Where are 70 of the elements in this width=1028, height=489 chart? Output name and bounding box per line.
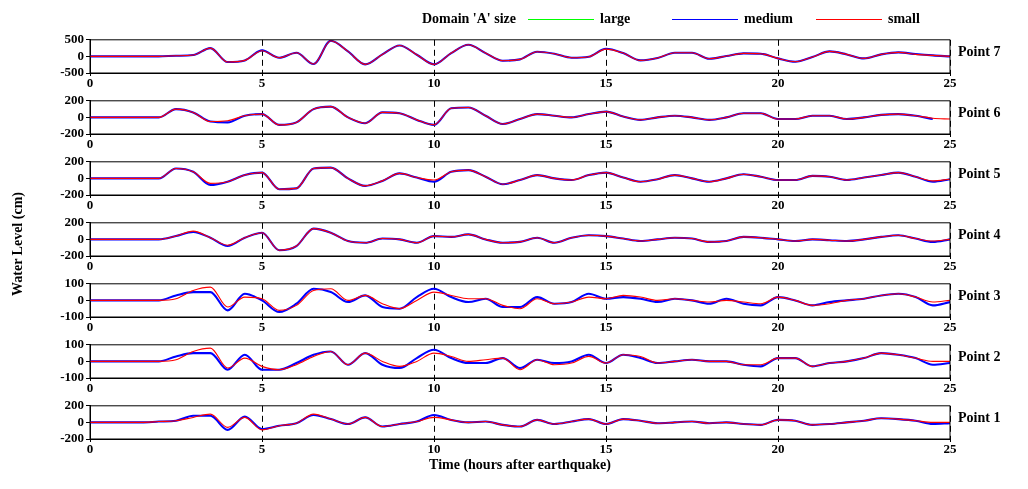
y-tick-label: -200 — [60, 125, 84, 141]
x-tick-label: 5 — [258, 441, 266, 457]
y-tick-label: 200 — [64, 92, 84, 108]
x-tick-label: 20 — [771, 380, 785, 396]
y-tick-label: 200 — [64, 214, 84, 230]
x-tick-label: 25 — [943, 380, 957, 396]
y-tick-label: -200 — [60, 186, 84, 202]
x-tick-label: 10 — [427, 258, 441, 274]
x-tick-label: 20 — [771, 197, 785, 213]
y-tick-label: -200 — [60, 247, 84, 263]
y-tick-label: -100 — [60, 369, 84, 385]
x-tick-label: 25 — [943, 441, 957, 457]
y-tick-label: 100 — [64, 275, 84, 291]
x-tick-label: 5 — [258, 75, 266, 91]
x-tick-label: 10 — [427, 441, 441, 457]
x-tick-label: 25 — [943, 75, 957, 91]
line-series — [90, 413, 950, 431]
text: Point 6 — [958, 104, 1001, 121]
y-axis-title: Water Level (cm) — [10, 191, 26, 296]
y-tick-label: 0 — [77, 413, 84, 429]
text: Point 5 — [958, 165, 1001, 182]
legend-label: medium — [744, 11, 794, 27]
x-tick-label: 10 — [427, 136, 441, 152]
x-tick-label: 5 — [258, 136, 266, 152]
y-tick-label: -200 — [60, 430, 84, 446]
x-tick-label: 5 — [258, 319, 266, 335]
x-tick-label: 15 — [599, 319, 613, 335]
text: Point 3 — [958, 287, 1001, 304]
text: Point 1 — [958, 409, 1001, 426]
x-tick-label: 5 — [258, 197, 266, 213]
y-tick-label: 0 — [77, 169, 84, 185]
y-tick-label: 0 — [77, 108, 84, 124]
x-axis-title: Time (hours after earthquake) — [428, 457, 612, 474]
x-tick-label: 20 — [771, 75, 785, 91]
x-tick-label: 5 — [258, 258, 266, 274]
y-tick-label: 100 — [64, 336, 84, 352]
x-tick-label: 10 — [427, 380, 441, 396]
x-tick-label: 15 — [599, 380, 613, 396]
y-tick-label: 200 — [64, 397, 84, 413]
x-tick-label: 15 — [599, 197, 613, 213]
x-tick-label: 25 — [943, 319, 957, 335]
x-tick-label: 10 — [427, 319, 441, 335]
y-tick-label: 0 — [77, 230, 84, 246]
legend-label: small — [888, 11, 921, 27]
x-tick-label: 20 — [771, 258, 785, 274]
y-tick-label: 0 — [77, 352, 84, 368]
text: Point 4 — [958, 226, 1001, 243]
x-tick-label: 25 — [943, 258, 957, 274]
y-tick-label: 200 — [64, 153, 84, 169]
legend-title: Domain 'A' size — [421, 11, 516, 27]
x-tick-label: 15 — [599, 441, 613, 457]
legend-label: large — [600, 11, 632, 27]
x-tick-label: 10 — [427, 197, 441, 213]
x-tick-label: 10 — [427, 75, 441, 91]
y-tick-label: 0 — [77, 291, 84, 307]
y-tick-label: -100 — [60, 308, 84, 324]
x-tick-label: 20 — [771, 319, 785, 335]
y-tick-label: 0 — [77, 47, 84, 63]
x-tick-label: 5 — [258, 380, 266, 396]
text: Point 7 — [958, 43, 1001, 60]
x-tick-label: 25 — [943, 197, 957, 213]
x-tick-label: 20 — [771, 441, 785, 457]
x-tick-label: 20 — [771, 136, 785, 152]
x-tick-label: 15 — [599, 75, 613, 91]
y-tick-label: 500 — [64, 31, 84, 47]
x-tick-label: 25 — [943, 136, 957, 152]
y-tick-label: -500 — [60, 64, 84, 80]
x-tick-label: 15 — [599, 136, 613, 152]
text: Point 2 — [958, 348, 1001, 365]
x-tick-label: 15 — [599, 258, 613, 274]
